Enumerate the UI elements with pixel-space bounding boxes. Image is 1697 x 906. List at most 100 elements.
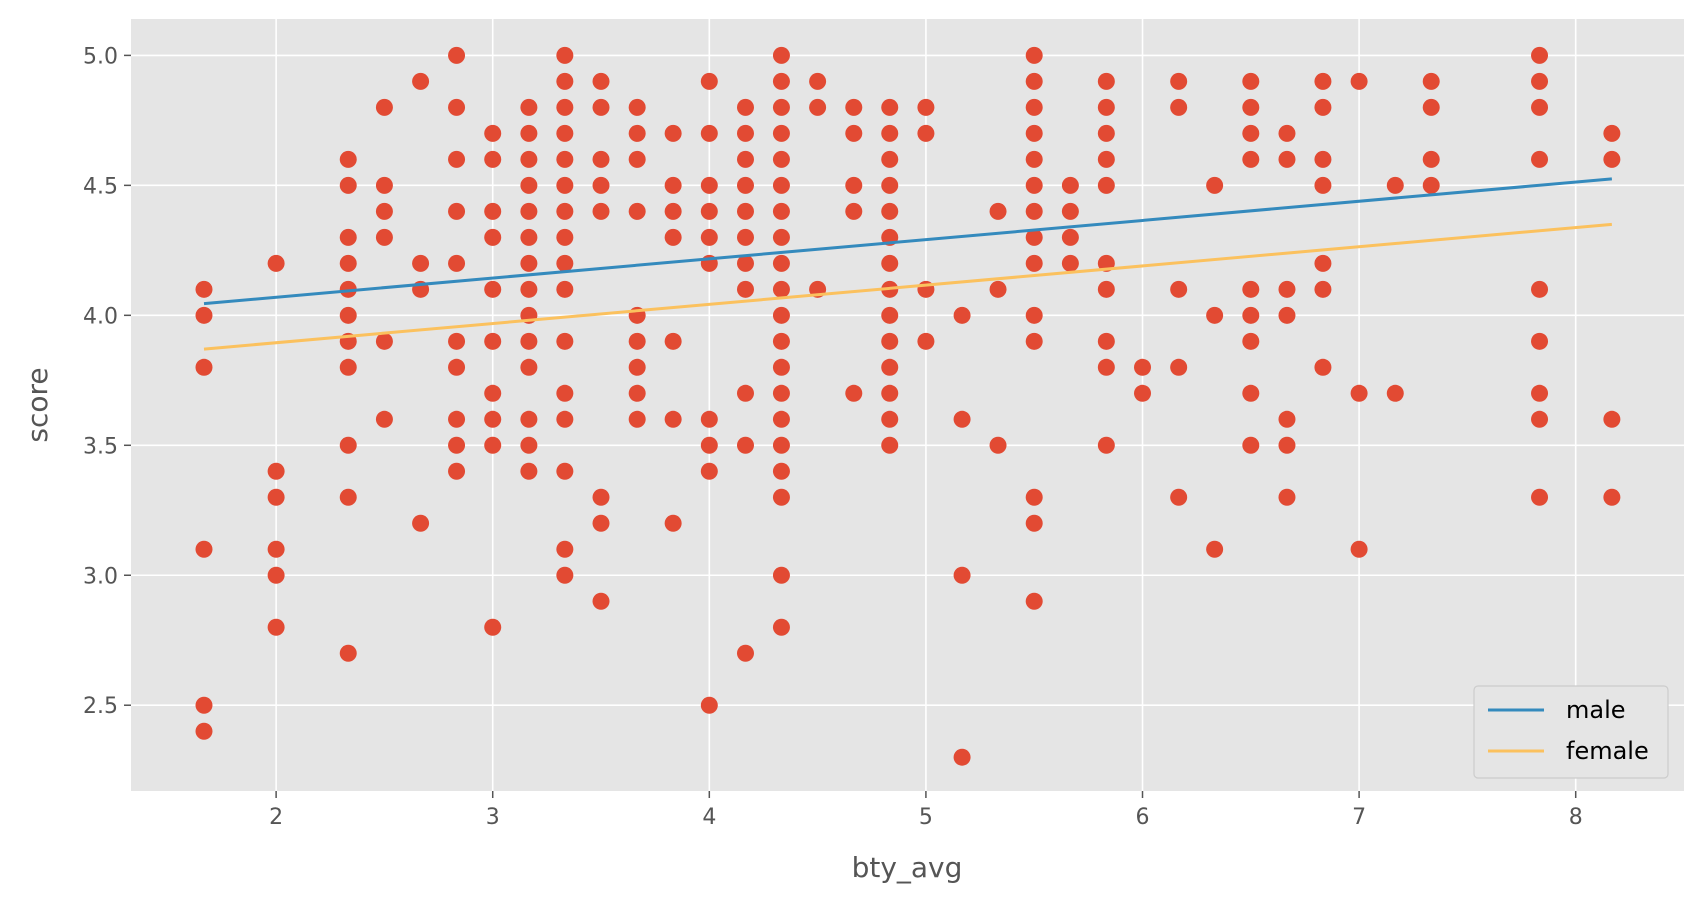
data-point [628, 124, 646, 142]
data-point [845, 124, 863, 142]
data-point [772, 410, 790, 428]
data-point [700, 202, 718, 220]
data-point [1025, 176, 1043, 194]
data-point [556, 332, 574, 350]
data-point [556, 150, 574, 168]
data-point [448, 332, 466, 350]
data-point [881, 176, 899, 194]
data-point [1603, 124, 1621, 142]
data-point [664, 228, 682, 246]
data-point [484, 202, 502, 220]
data-point [375, 202, 393, 220]
y-tick-label: 3.0 [83, 564, 118, 589]
data-point [195, 540, 213, 558]
data-point [195, 722, 213, 740]
data-point [881, 436, 899, 454]
data-point [339, 306, 357, 324]
data-point [1242, 436, 1260, 454]
data-point [520, 98, 538, 116]
data-point [520, 254, 538, 272]
data-point [1314, 98, 1332, 116]
data-point [1025, 514, 1043, 532]
data-point [1603, 150, 1621, 168]
data-point [736, 228, 754, 246]
data-point [628, 410, 646, 428]
data-point [1422, 98, 1440, 116]
data-point [881, 384, 899, 402]
y-tick-label: 3.5 [83, 434, 118, 459]
data-point [1097, 72, 1115, 90]
data-point [592, 150, 610, 168]
data-point [267, 254, 285, 272]
data-points [195, 46, 1621, 766]
data-point [1025, 72, 1043, 90]
data-point [989, 436, 1007, 454]
data-point [1314, 72, 1332, 90]
data-point [1025, 306, 1043, 324]
data-point [520, 202, 538, 220]
data-point [772, 202, 790, 220]
data-point [339, 644, 357, 662]
data-point [1242, 384, 1260, 402]
data-point [1314, 254, 1332, 272]
data-point [1531, 280, 1549, 298]
legend: male female [1473, 685, 1669, 779]
data-point [664, 176, 682, 194]
data-point [1386, 384, 1404, 402]
data-point [1025, 124, 1043, 142]
data-point [1278, 124, 1296, 142]
data-point [484, 124, 502, 142]
data-point [592, 514, 610, 532]
data-point [267, 462, 285, 480]
data-point [1061, 254, 1079, 272]
data-point [1097, 176, 1115, 194]
y-tick-label: 4.5 [83, 174, 118, 199]
data-point [881, 254, 899, 272]
data-point [736, 124, 754, 142]
data-point [1531, 98, 1549, 116]
data-point [772, 306, 790, 324]
data-point [989, 280, 1007, 298]
data-point [1242, 98, 1260, 116]
data-point [1242, 124, 1260, 142]
data-point [917, 98, 935, 116]
data-point [1278, 488, 1296, 506]
data-point [772, 358, 790, 376]
data-point [1242, 332, 1260, 350]
data-point [700, 176, 718, 194]
series-line-male [203, 177, 1613, 306]
data-point [375, 228, 393, 246]
data-point [1025, 592, 1043, 610]
data-point [736, 280, 754, 298]
data-point [736, 150, 754, 168]
data-point [339, 436, 357, 454]
data-point [1314, 280, 1332, 298]
data-point [1025, 488, 1043, 506]
data-point [736, 384, 754, 402]
data-point [1025, 202, 1043, 220]
data-point [556, 98, 574, 116]
data-point [1278, 150, 1296, 168]
data-point [881, 124, 899, 142]
data-point [556, 202, 574, 220]
data-point [772, 462, 790, 480]
data-point [736, 254, 754, 272]
data-point [412, 72, 430, 90]
data-point [1170, 72, 1188, 90]
data-point [700, 410, 718, 428]
data-point [953, 306, 971, 324]
data-point [1531, 332, 1549, 350]
data-point [700, 228, 718, 246]
data-point [1170, 488, 1188, 506]
data-point [375, 176, 393, 194]
data-point [1097, 98, 1115, 116]
x-tick-label: 4 [702, 805, 716, 830]
data-point [556, 566, 574, 584]
data-point [1314, 150, 1332, 168]
data-point [339, 176, 357, 194]
data-point [1531, 488, 1549, 506]
data-point [484, 280, 502, 298]
data-point [845, 176, 863, 194]
data-point [412, 254, 430, 272]
